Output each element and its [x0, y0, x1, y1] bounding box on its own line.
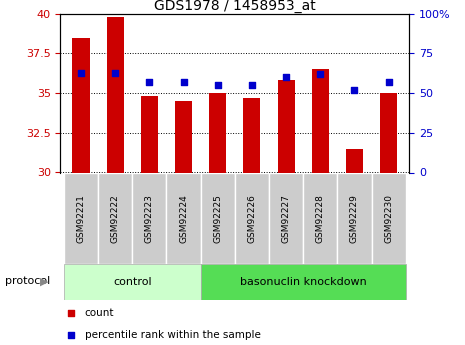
Bar: [175, 101, 192, 172]
Bar: [141, 96, 158, 172]
Bar: [209, 93, 226, 172]
Bar: [372, 172, 406, 264]
Text: GSM92224: GSM92224: [179, 194, 188, 243]
Bar: [380, 93, 397, 172]
Point: [351, 87, 358, 93]
Text: percentile rank within the sample: percentile rank within the sample: [85, 330, 261, 340]
Bar: [98, 172, 132, 264]
Text: GSM92223: GSM92223: [145, 194, 154, 243]
Bar: [106, 17, 124, 172]
Point: [146, 79, 153, 85]
Text: GSM92228: GSM92228: [316, 194, 325, 243]
Point: [326, 26, 334, 32]
Point: [77, 70, 85, 75]
Bar: [338, 172, 372, 264]
Bar: [200, 172, 235, 264]
Text: GSM92229: GSM92229: [350, 194, 359, 243]
Text: GSM92226: GSM92226: [247, 194, 256, 243]
Text: GSM92221: GSM92221: [76, 194, 86, 243]
Bar: [269, 172, 303, 264]
Point: [248, 82, 256, 88]
Point: [326, 230, 334, 236]
Text: ▶: ▶: [40, 276, 48, 286]
Bar: [64, 264, 200, 300]
Point: [385, 79, 392, 85]
Point: [180, 79, 187, 85]
Point: [112, 70, 119, 75]
Bar: [312, 69, 329, 172]
Bar: [235, 172, 269, 264]
Bar: [243, 98, 260, 172]
Text: basonuclin knockdown: basonuclin knockdown: [240, 277, 366, 287]
Bar: [73, 38, 89, 172]
Text: GSM92225: GSM92225: [213, 194, 222, 243]
Bar: [278, 80, 295, 172]
Text: protocol: protocol: [5, 276, 50, 286]
Point: [317, 71, 324, 77]
Bar: [346, 149, 363, 172]
Bar: [64, 172, 98, 264]
Bar: [132, 172, 166, 264]
Text: control: control: [113, 277, 152, 287]
Bar: [166, 172, 200, 264]
Text: count: count: [85, 308, 114, 318]
Point: [282, 75, 290, 80]
Title: GDS1978 / 1458953_at: GDS1978 / 1458953_at: [154, 0, 316, 13]
Bar: [303, 172, 338, 264]
Point: [214, 82, 221, 88]
Text: GSM92222: GSM92222: [111, 194, 120, 243]
Text: GSM92230: GSM92230: [384, 194, 393, 243]
Bar: [200, 264, 406, 300]
Text: GSM92227: GSM92227: [282, 194, 291, 243]
